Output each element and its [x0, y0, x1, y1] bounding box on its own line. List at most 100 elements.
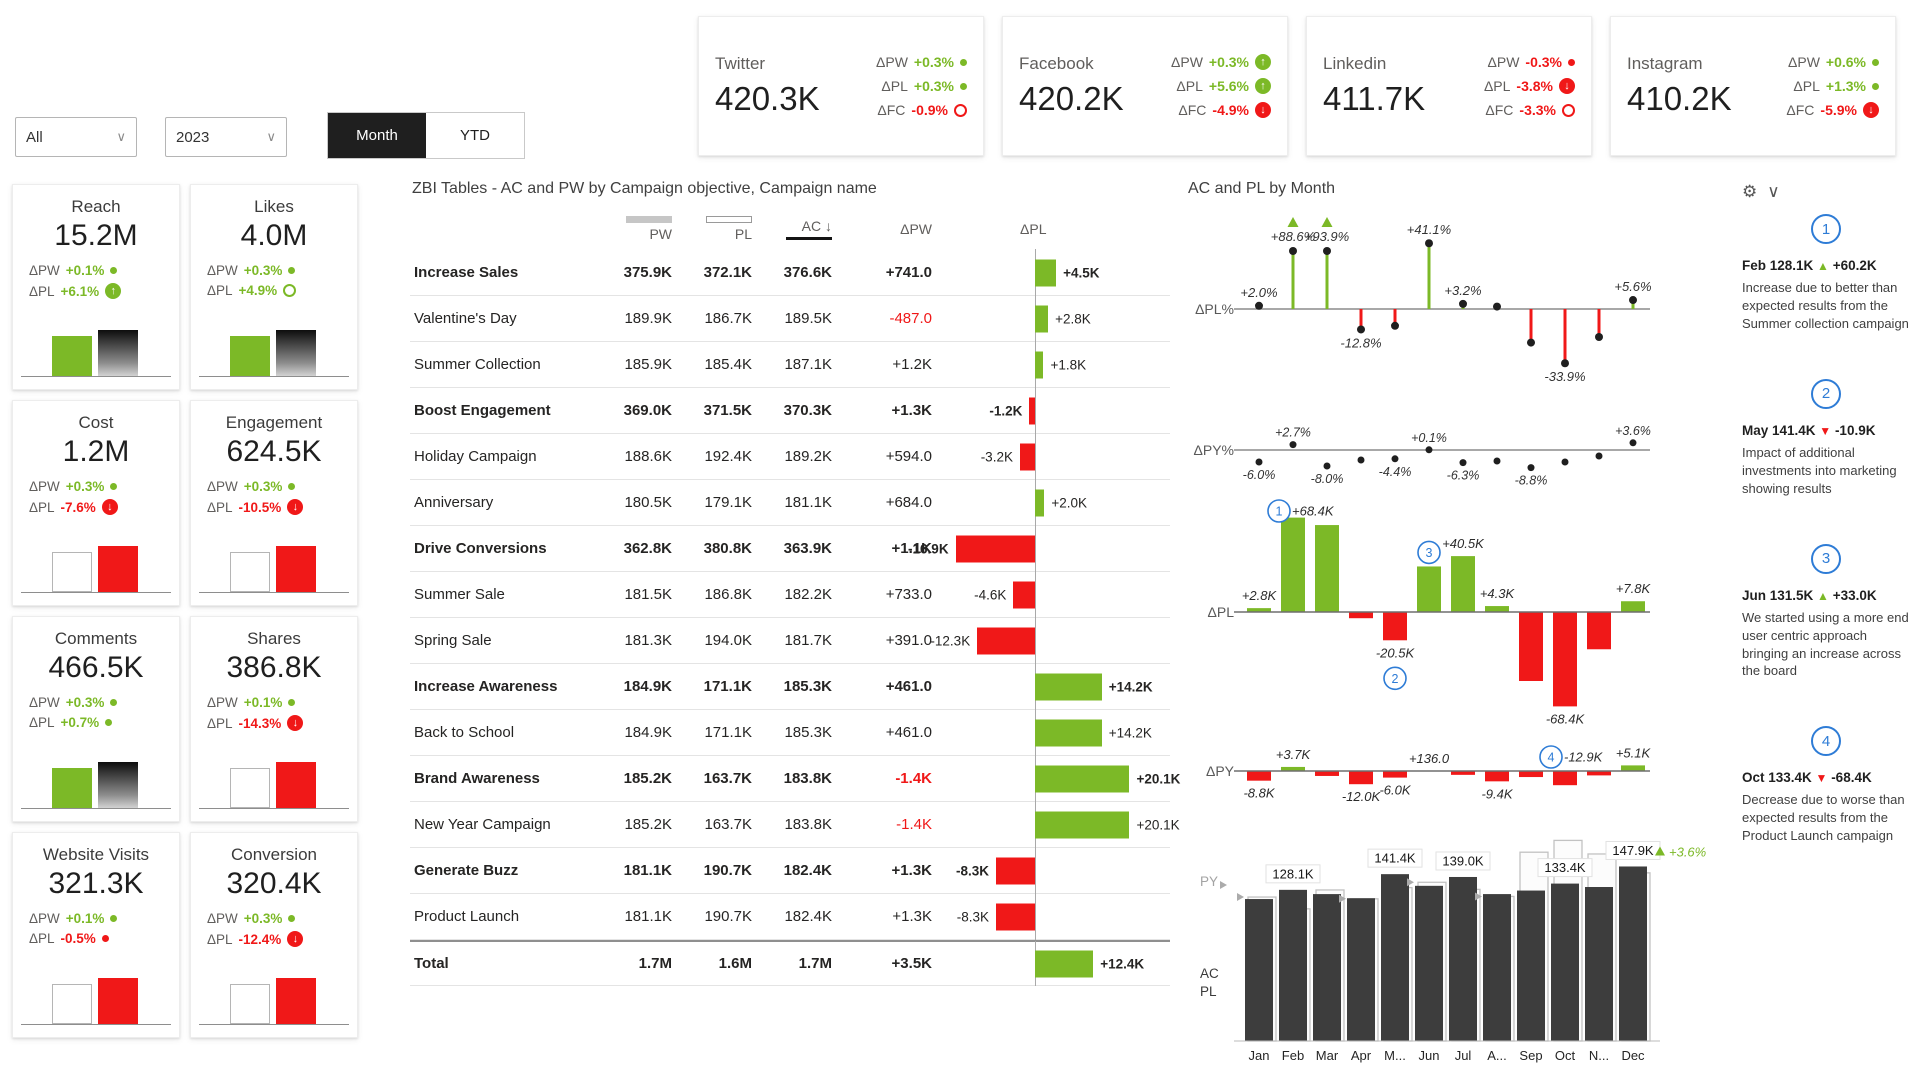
column-header-ac[interactable]: AC ↓ [760, 218, 840, 241]
kpi-title: Website Visits [42, 845, 150, 864]
pw-value: 189.9K [624, 310, 672, 327]
mini-bar-1 [230, 984, 270, 1024]
table-row-increase-awareness[interactable]: Increase Awareness 184.9K 171.1K 185.3K … [410, 663, 1170, 710]
kpi-tile-cost[interactable]: Cost 1.2M ΔPW +0.3% ΔPL -7.6% ↓ [12, 400, 180, 606]
platform-value: 420.2K [1019, 80, 1124, 117]
table-row-new-year-campaign[interactable]: New Year Campaign 185.2K 163.7K 183.8K -… [410, 801, 1180, 848]
metric-value: +0.3% [243, 263, 283, 278]
svg-text:Jul: Jul [1455, 1048, 1472, 1063]
table-row-valentine-s-day[interactable]: Valentine's Day 189.9K 186.7K 189.5K -48… [410, 295, 1170, 342]
metric-value: +0.3% [913, 78, 954, 94]
metric-label: ΔPL [1793, 78, 1820, 94]
toggle-month-button[interactable]: Month [328, 113, 426, 158]
svg-text:-68.4K: -68.4K [1546, 711, 1586, 726]
mini-baseline [21, 1023, 171, 1025]
pw-value: 180.5K [624, 494, 672, 511]
campaign-name: Back to School [414, 724, 515, 741]
kpi-tile-website-visits[interactable]: Website Visits 321.3K ΔPW +0.1% ΔPL -0.5… [12, 832, 180, 1038]
annotation-title: May 141.4K ▼ -10.9K [1742, 422, 1876, 438]
platform-metrics: ΔPW +0.6% ΔPL +1.3% ΔFC -5.9% ↓ [1786, 54, 1879, 118]
chart-dpl-percent[interactable]: ΔPL% +2.0% +88.6%+93.9% -12.8% +41.1% +3.2% -3… [1180, 205, 1680, 400]
column-header-dpw[interactable]: ΔPW [900, 221, 932, 237]
ac-value: 183.8K [784, 816, 832, 833]
filter-dropdown-all[interactable]: All ∨ [15, 117, 137, 157]
chevron-down-icon[interactable]: ∨ [1767, 182, 1780, 201]
table-row-drive-conversions[interactable]: Drive Conversions 362.8K 380.8K 363.9K +… [410, 525, 1170, 572]
dpl-bar [955, 535, 1035, 562]
campaign-name: New Year Campaign [414, 816, 551, 833]
table-row-total[interactable]: Total 1.7M 1.6M 1.7M +3.5K +12.4K [410, 940, 1170, 986]
chart-dpy-delta[interactable]: ΔPY -8.8K +3.7K -12.0K -6.0K +136.0 -9.4K 4 -12.… [1180, 738, 1680, 818]
dpw-value: +741.0 [885, 264, 932, 281]
triangle-down-icon: ▼ [1815, 771, 1828, 786]
kpi-mini-chart [199, 535, 349, 593]
kpi-tile-conversion[interactable]: Conversion 320.4K ΔPW +0.3% ΔPL -12.4% ↓ [190, 832, 358, 1038]
kpi-tile-shares[interactable]: Shares 386.8K ΔPW +0.1% ΔPL -14.3% ↓ [190, 616, 358, 822]
column-header-pw[interactable]: PW [600, 216, 680, 242]
dpl-bar-cell: +4.5K [940, 249, 1165, 296]
table-row-brand-awareness[interactable]: Brand Awareness 185.2K 163.7K 183.8K -1.… [410, 755, 1180, 802]
table-row-summer-collection[interactable]: Summer Collection 185.9K 185.4K 187.1K +… [410, 341, 1170, 388]
dpl-bar [1035, 259, 1057, 286]
platform-metrics: ΔPW -0.3% ΔPL -3.8% ↓ ΔFC -3.3% [1484, 54, 1575, 118]
platform-card-linkedin[interactable]: Linkedin 411.7K ΔPW -0.3% ΔPL -3.8% ↓ ΔF… [1306, 16, 1592, 156]
platform-card-facebook[interactable]: Facebook 420.2K ΔPW +0.3% ↑ ΔPL +5.6% ↑ … [1002, 16, 1288, 156]
table-row-back-to-school[interactable]: Back to School 184.9K 171.1K 185.3K +461… [410, 709, 1170, 756]
table-header-row: PW PL AC ↓ ΔPW ΔPL [410, 208, 1170, 250]
metric-value: +6.1% [60, 283, 100, 299]
kpi-mini-chart [21, 319, 171, 377]
campaign-name: Total [414, 955, 449, 972]
metric-value: -12.4% [238, 931, 282, 947]
svg-text:1: 1 [1276, 505, 1283, 519]
metric-value: +0.3% [65, 479, 105, 494]
metric-row: ΔPL +6.1% ↑ [29, 283, 179, 299]
pl-value: 380.8K [703, 540, 752, 557]
kpi-tile-likes[interactable]: Likes 4.0M ΔPW +0.3% ΔPL +4.9% [190, 184, 358, 390]
metric-value: +0.1% [65, 911, 105, 926]
table-row-boost-engagement[interactable]: Boost Engagement 369.0K 371.5K 370.3K +1… [410, 387, 1170, 434]
chart-dpl-delta[interactable]: ΔPL +2.8K 1 +68.4K 2 -20.5K 3 +40.5K +4.3K -68.4K… [1180, 498, 1680, 728]
kpi-tile-comments[interactable]: Comments 466.5K ΔPW +0.3% ΔPL +0.7% [12, 616, 180, 822]
table-row-spring-sale[interactable]: Spring Sale 181.3K 194.0K 181.7K +391.0 … [410, 617, 1170, 664]
dpl-bar [1035, 719, 1102, 746]
filter-dropdown-year[interactable]: 2023 ∨ [165, 117, 287, 157]
svg-text:+93.9%: +93.9% [1305, 229, 1349, 244]
table-row-anniversary[interactable]: Anniversary 180.5K 179.1K 181.1K +684.0 … [410, 479, 1170, 526]
dpl-bar-cell: +12.4K [940, 941, 1165, 986]
dpw-value: +461.0 [885, 724, 932, 741]
table-row-summer-sale[interactable]: Summer Sale 181.5K 186.8K 182.2K +733.0 … [410, 571, 1170, 618]
table-row-product-launch[interactable]: Product Launch 181.1K 190.7K 182.4K +1.3… [410, 893, 1170, 940]
svg-text:N...: N... [1589, 1048, 1609, 1063]
chart-dpy-percent[interactable]: ΔPY% -6.0% +2.7% -8.0% -4.4% +0.1% -6.3% -8.8% +… [1180, 410, 1680, 490]
mini-bar-1 [52, 768, 92, 808]
svg-text:AC: AC [1200, 966, 1219, 981]
metric-label: ΔPW [207, 263, 238, 278]
kpi-tile-reach[interactable]: Reach 15.2M ΔPW +0.1% ΔPL +6.1% ↑ [12, 184, 180, 390]
column-header-pl[interactable]: PL [680, 216, 760, 242]
platform-card-twitter[interactable]: Twitter 420.3K ΔPW +0.3% ΔPL +0.3% ΔFC -… [698, 16, 984, 156]
svg-text:+7.8K: +7.8K [1616, 581, 1652, 596]
svg-text:139.0K: 139.0K [1442, 853, 1484, 868]
settings-gear-icon[interactable]: ⚙ [1742, 182, 1758, 201]
ac-value: 1.7M [798, 955, 832, 972]
metric-row: ΔPL -12.4% ↓ [207, 931, 357, 947]
pw-value: 362.8K [623, 540, 672, 557]
table-row-increase-sales[interactable]: Increase Sales 375.9K 372.1K 376.6K +741… [410, 249, 1170, 296]
kpi-tile-engagement[interactable]: Engagement 624.5K ΔPW +0.3% ΔPL -10.5% ↓ [190, 400, 358, 606]
kpi-metrics: ΔPW +0.1% ΔPL -14.3% ↓ [207, 695, 357, 731]
metric-value: +1.3% [1825, 78, 1866, 94]
positive-dot-icon [960, 58, 967, 66]
metric-label: ΔPL [207, 499, 233, 515]
chart-ac-pl-columns[interactable]: 128.1K 141.4K 139.0K 133.4K 147.9K +3.6% Jan Fe… [1180, 826, 1720, 1076]
dpl-bar-label: -4.6K [974, 587, 1007, 602]
platform-card-instagram[interactable]: Instagram 410.2K ΔPW +0.6% ΔPL +1.3% ΔFC… [1610, 16, 1896, 156]
metric-value: +0.6% [1825, 54, 1866, 70]
month-charts-stack: ΔPL% +2.0% +88.6% +93.9% -12.8% +41.1% +3.2% -3… [1180, 205, 1725, 1076]
svg-text:Jan: Jan [1249, 1048, 1270, 1063]
kpi-value: 624.5K [226, 435, 322, 468]
table-row-holiday-campaign[interactable]: Holiday Campaign 188.6K 192.4K 189.2K +5… [410, 433, 1170, 480]
toggle-ytd-button[interactable]: YTD [426, 113, 524, 158]
metric-row: ΔPW +0.3% [207, 479, 357, 494]
table-row-generate-buzz[interactable]: Generate Buzz 181.1K 190.7K 182.4K +1.3K… [410, 847, 1170, 894]
column-header-dpl[interactable]: ΔPL [1020, 221, 1047, 237]
